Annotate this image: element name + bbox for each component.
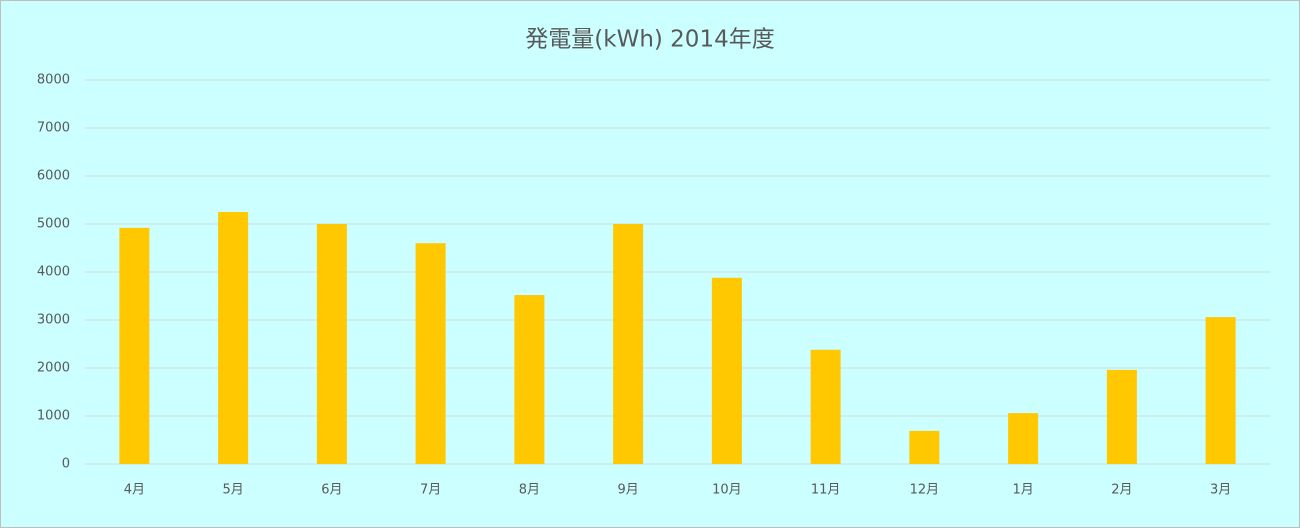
y-tick-label: 8000 [37, 73, 70, 88]
x-tick-label: 5月 [222, 483, 243, 498]
x-tick-label: 3月 [1210, 483, 1231, 498]
y-tick-label: 5000 [37, 217, 70, 232]
x-tick-label: 8月 [519, 483, 540, 498]
bar [514, 295, 545, 464]
bar [810, 349, 841, 464]
bar [613, 224, 644, 464]
y-tick-label: 2000 [37, 361, 70, 376]
x-tick-label: 6月 [321, 483, 342, 498]
x-tick-label: 10月 [712, 483, 742, 498]
x-tick-label: 1月 [1012, 483, 1033, 498]
x-tick-label: 9月 [617, 483, 638, 498]
y-tick-label: 4000 [37, 265, 70, 280]
x-tick-label: 12月 [910, 483, 940, 498]
bar [119, 227, 150, 464]
y-tick-label: 6000 [37, 169, 70, 184]
bar [415, 243, 446, 464]
bar [711, 277, 742, 464]
bar [218, 212, 249, 464]
x-tick-label: 2月 [1111, 483, 1132, 498]
bar [909, 430, 940, 464]
y-tick-label: 7000 [37, 121, 70, 136]
chart-title: 発電量(kWh) 2014年度 [525, 27, 774, 53]
y-tick-label: 1000 [37, 409, 70, 424]
bar [1008, 413, 1039, 464]
y-tick-label: 3000 [37, 313, 70, 328]
x-tick-label: 11月 [811, 483, 841, 498]
x-tick-label: 7月 [420, 483, 441, 498]
bar [316, 224, 347, 464]
x-tick-label: 4月 [124, 483, 145, 498]
y-tick-label: 0 [62, 457, 70, 472]
bar [1205, 317, 1236, 464]
bar [1106, 369, 1137, 464]
